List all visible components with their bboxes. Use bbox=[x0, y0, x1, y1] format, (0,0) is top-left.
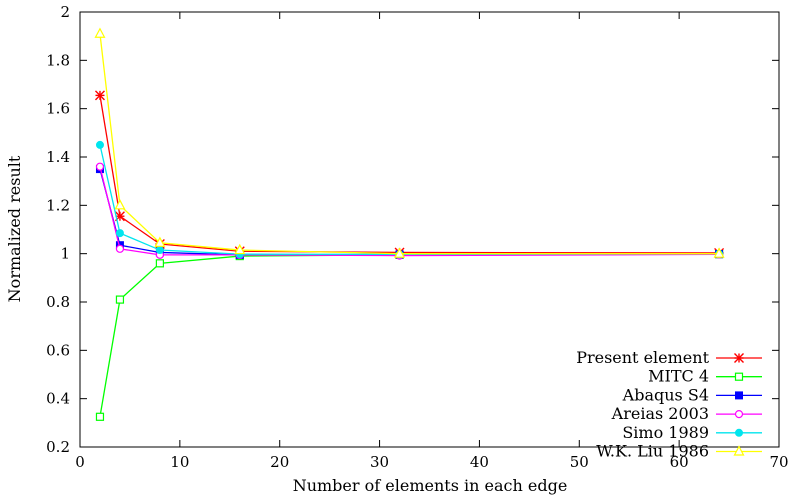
series bbox=[94, 27, 725, 258]
data-point bbox=[155, 246, 164, 255]
plot-frame bbox=[79, 11, 780, 448]
y-axis-label: Normalized result bbox=[5, 155, 24, 302]
legend-marker bbox=[735, 391, 743, 400]
y-tick-label: 1.4 bbox=[46, 148, 70, 166]
data-point bbox=[114, 199, 126, 210]
data-point bbox=[95, 162, 105, 171]
y-tick-label: 1.6 bbox=[46, 100, 70, 118]
x-tick-label: 30 bbox=[370, 453, 389, 471]
x-tick-label: 10 bbox=[170, 453, 189, 471]
legend-marker bbox=[734, 372, 744, 381]
legend-marker bbox=[735, 428, 743, 437]
data-point bbox=[155, 259, 164, 268]
x-tick-label: 0 bbox=[75, 453, 85, 471]
data-point bbox=[95, 140, 104, 149]
y-tick-label: 2 bbox=[60, 3, 70, 21]
data-point bbox=[394, 247, 406, 258]
data-point bbox=[234, 243, 246, 255]
legend-marker bbox=[734, 410, 744, 419]
x-tick-label: 60 bbox=[670, 453, 689, 471]
legend-marker bbox=[733, 445, 745, 456]
legend-label: Present element bbox=[576, 348, 709, 367]
data-point bbox=[115, 229, 124, 238]
data-point bbox=[115, 295, 125, 304]
legend-label: MITC 4 bbox=[648, 367, 709, 386]
legend-label: W.K. Liu 1986 bbox=[596, 442, 709, 461]
y-tick-label: 1 bbox=[60, 245, 70, 263]
series-line bbox=[99, 95, 720, 254]
series bbox=[95, 165, 724, 259]
y-tick-label: 0.4 bbox=[46, 390, 70, 408]
series-layer bbox=[94, 27, 725, 421]
series-line bbox=[99, 144, 720, 256]
y-tick-label: 0.8 bbox=[46, 293, 70, 311]
x-tick-label: 40 bbox=[470, 453, 489, 471]
y-tick-label: 0.6 bbox=[46, 341, 70, 359]
legend-label: Areias 2003 bbox=[611, 404, 709, 423]
series bbox=[94, 90, 725, 258]
legend-label: Abaqus S4 bbox=[622, 385, 709, 404]
series bbox=[95, 140, 724, 259]
ticks-layer: 0 10 20 30 40 50 60 70 0.2 0.4 0.6 0.8 1 1.2 1.4 1.6 1.8… bbox=[46, 3, 788, 471]
x-tick-label: 70 bbox=[769, 453, 788, 471]
data-point bbox=[713, 247, 725, 258]
data-point bbox=[94, 27, 106, 38]
series-line bbox=[99, 166, 720, 257]
y-tick-label: 1.8 bbox=[46, 51, 70, 69]
y-tick-label: 0.2 bbox=[46, 438, 70, 456]
data-point bbox=[95, 412, 105, 421]
y-tick-label: 1.2 bbox=[46, 196, 70, 214]
series bbox=[95, 162, 724, 260]
data-point bbox=[115, 244, 125, 253]
data-point bbox=[94, 90, 105, 101]
x-axis-label: Number of elements in each edge bbox=[293, 476, 568, 495]
series-line bbox=[99, 33, 720, 255]
x-tick-label: 50 bbox=[570, 453, 589, 471]
data-point bbox=[154, 236, 166, 247]
legend-marker bbox=[734, 353, 744, 363]
x-tick-label: 20 bbox=[270, 453, 289, 471]
legend-label: Simo 1989 bbox=[622, 423, 709, 442]
series-line bbox=[99, 168, 720, 256]
